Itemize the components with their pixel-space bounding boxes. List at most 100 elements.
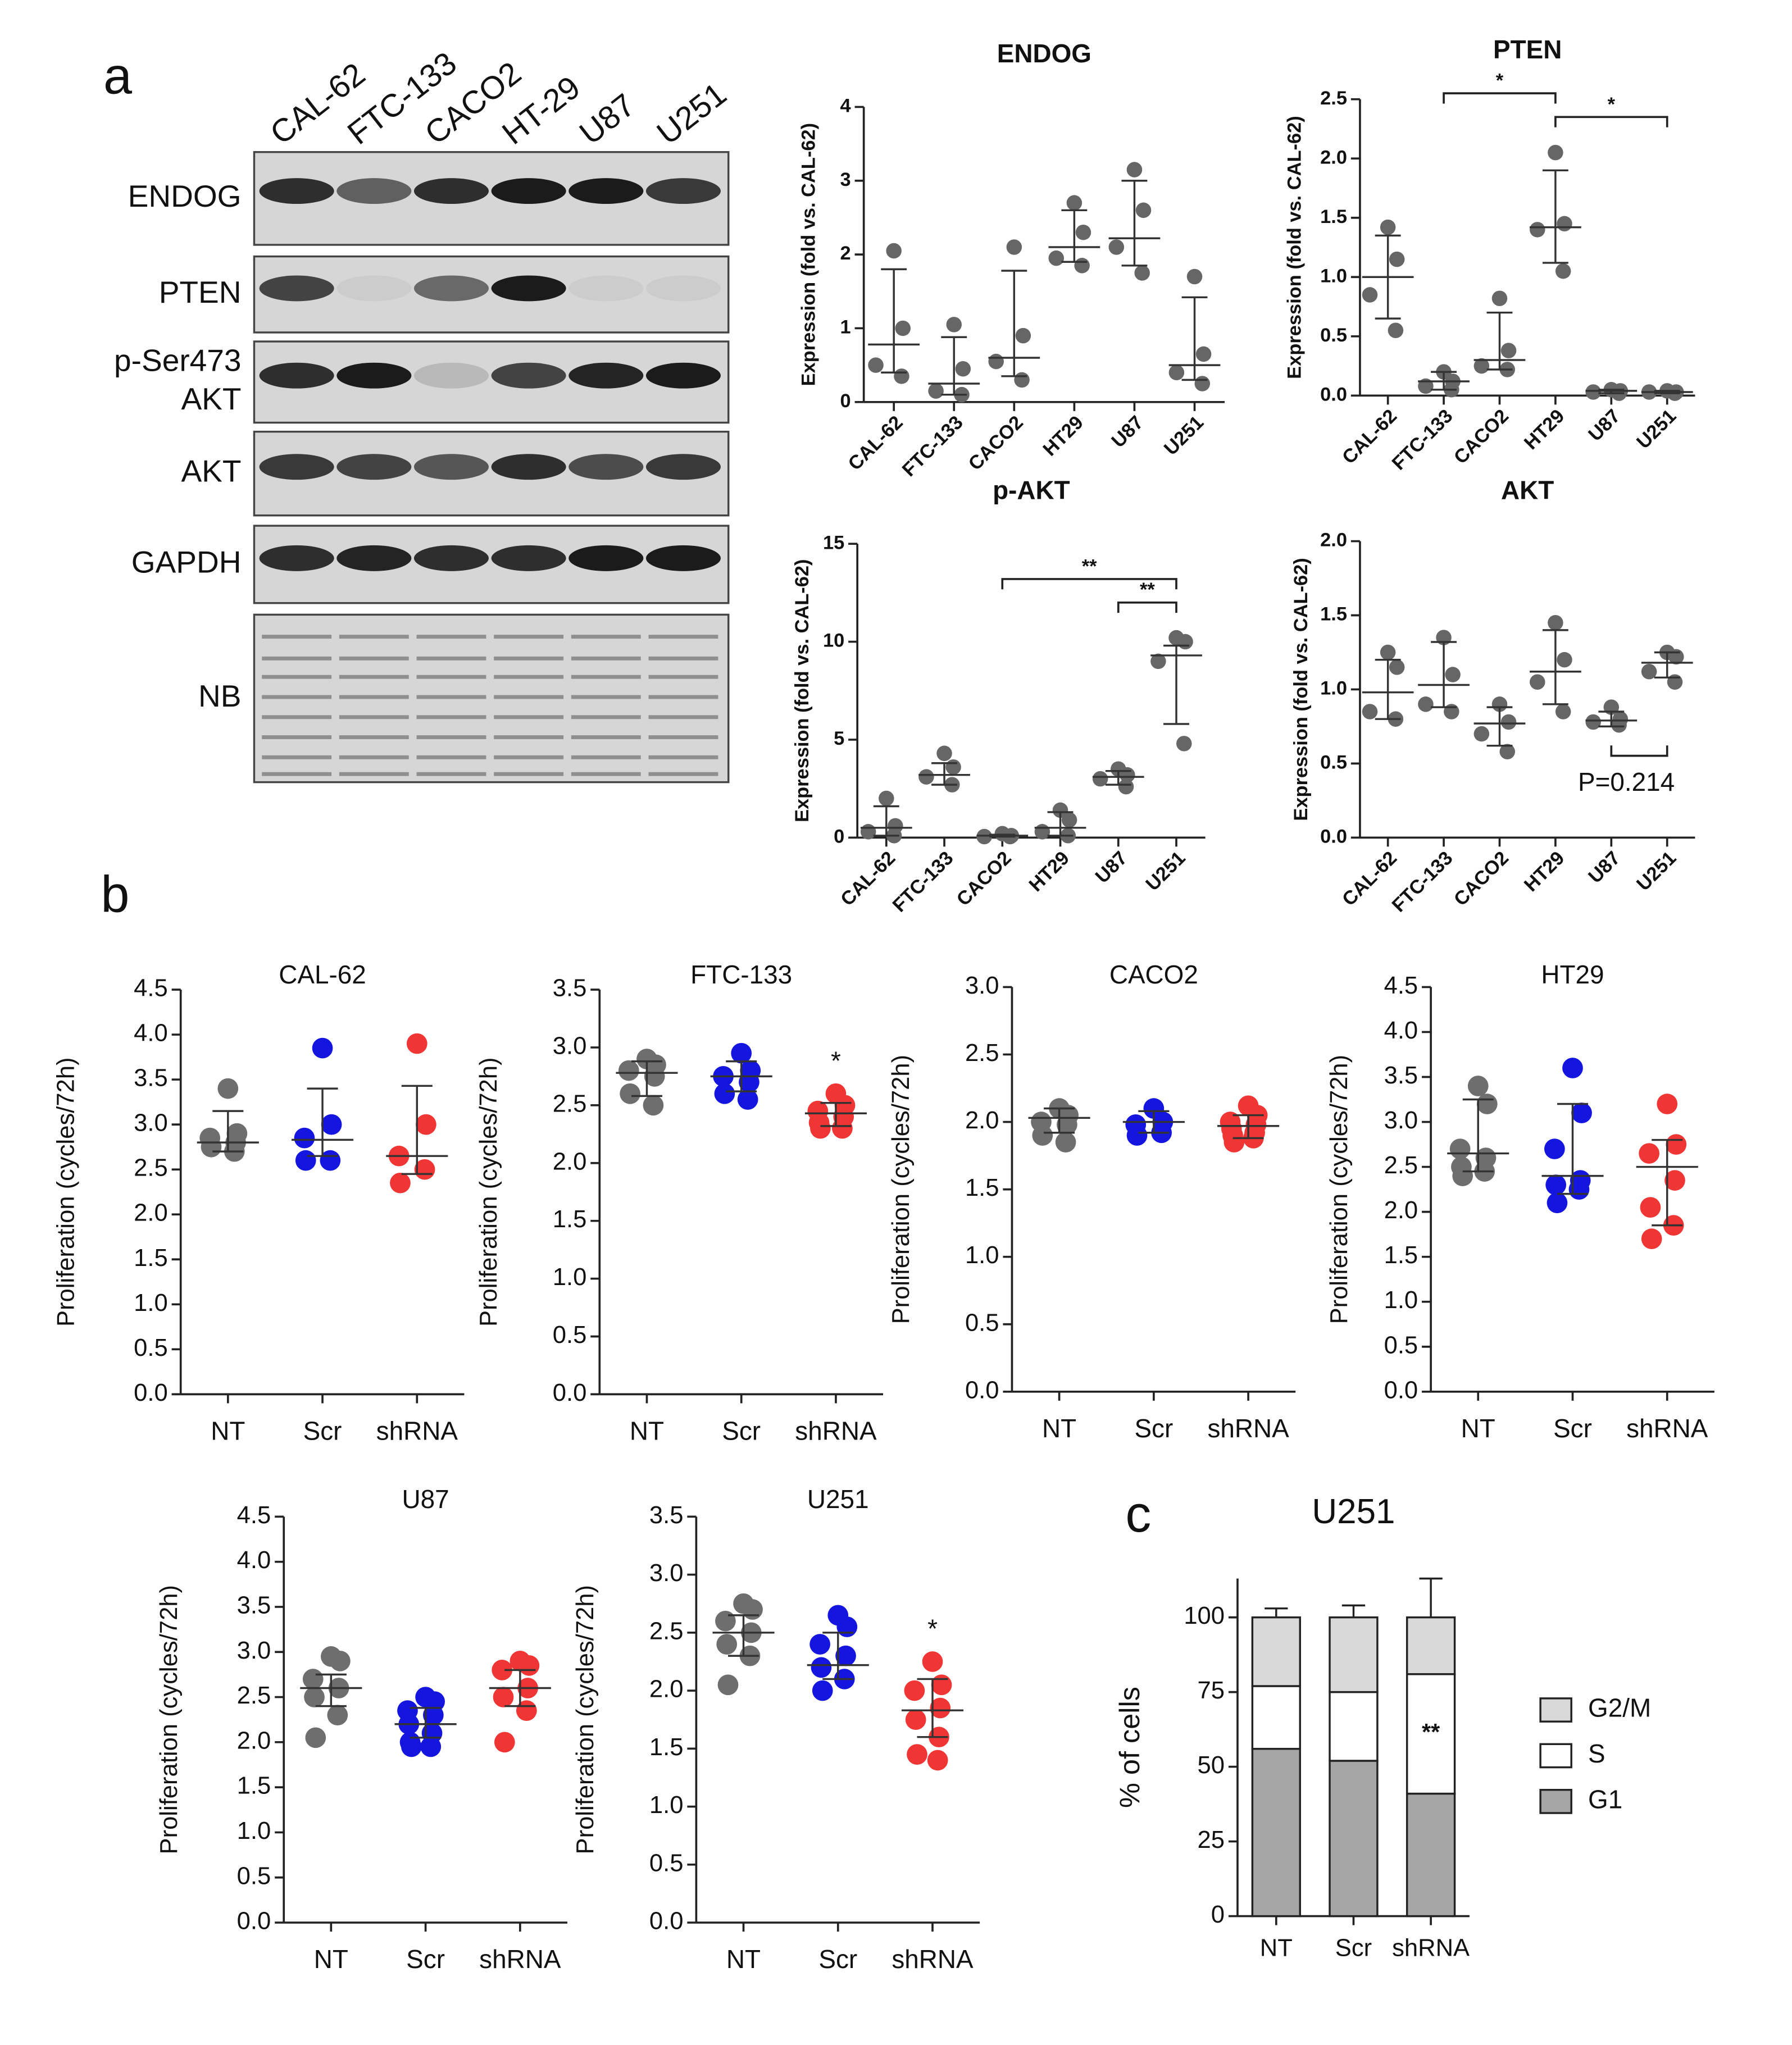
band [568,275,644,302]
x-tick-label: shRNA [1207,1414,1289,1443]
legend-swatch [1539,1697,1572,1723]
data-point [1548,614,1563,631]
data-point [931,1674,952,1696]
y-tick-label: 2.5 [1384,1152,1418,1179]
whisker [1431,641,1457,708]
data-point [519,1655,540,1676]
band [571,695,641,699]
whisker [1557,1103,1589,1195]
band [339,656,409,661]
y-tick-label: 25 [1198,1827,1225,1853]
y-tick-label: 0 [1211,1901,1225,1928]
y-tick-label: 2.0 [965,1107,999,1134]
band [262,675,332,679]
error-bar [1419,1577,1443,1618]
band [494,715,564,719]
y-tick-label: 0 [840,390,851,412]
y-tick-label: 0.0 [134,1379,168,1406]
data-point [886,243,902,259]
band [571,656,641,661]
bracket [1443,92,1557,104]
whisker [1232,1114,1264,1140]
data-point [1639,1143,1659,1164]
whisker [1462,1098,1494,1173]
data-point [643,1095,664,1116]
whisker [1598,710,1625,728]
band [645,362,721,389]
significance: ** [1422,1719,1440,1745]
band [494,635,564,639]
y-tick-label: 0.0 [1320,384,1347,405]
data-point [737,1089,758,1110]
y-tick-label: 75 [1198,1677,1225,1704]
data-point [390,1172,411,1194]
data-point [1499,744,1516,760]
y-tick-label: 0.0 [1320,826,1347,847]
error-bar [1265,1607,1288,1618]
y-tick-label: 5 [834,728,844,749]
y-tick-label: 50 [1198,1752,1225,1779]
data-point [1177,634,1193,650]
band [336,545,412,571]
panel-label: a [103,47,133,104]
y-tick-label: 1.5 [1384,1242,1418,1269]
data-point [294,1127,315,1149]
y-tick-label: 0.5 [134,1335,168,1361]
band [648,755,718,759]
y-tick-label: 2.0 [1384,1197,1418,1224]
y-tick-label: 0.5 [237,1862,271,1889]
y-axis-label: Proliferation (cycles/72h) [156,1585,183,1855]
y-tick-label: 4.5 [1384,972,1418,999]
y-tick-label: 4.0 [237,1547,271,1574]
y-tick-label: 0.5 [649,1850,684,1877]
data-point [894,368,909,384]
whisker [1542,169,1568,264]
band [262,695,332,699]
band [416,695,486,699]
y-tick-label: 10 [823,630,844,652]
y-axis-label: Proliferation (cycles/72h) [475,1057,502,1327]
y-tick-label: 1.0 [553,1264,587,1291]
bracket-label: ** [1140,579,1155,600]
band [259,178,334,204]
y-tick-label: 1.0 [649,1792,684,1819]
x-tick-label: shRNA [795,1416,877,1445]
blot-panel [253,255,730,334]
y-tick-label: 2.0 [553,1148,587,1175]
y-tick-label: 4 [840,95,851,117]
y-tick-label: 15 [823,532,844,553]
whisker [726,1060,757,1092]
x-tick-label: Scr [406,1944,445,1974]
data-point [1418,696,1434,712]
data-point [976,828,992,845]
whisker [410,1707,442,1739]
y-tick-label: 1.0 [1320,265,1347,286]
legend-label: G1 [1588,1785,1622,1814]
whisker [1654,651,1680,679]
chart-title: HT29 [1541,960,1604,989]
x-tick-label: shRNA [1392,1935,1470,1962]
band [568,454,644,480]
band [494,772,564,776]
data-point [302,1669,324,1689]
data-point [1194,376,1211,391]
y-tick-label: 3.5 [553,975,587,1002]
y-tick-label: 2.0 [649,1676,684,1703]
y-tick-label: 2.5 [1320,88,1347,109]
significance: * [831,1046,841,1075]
x-tick-label: shRNA [1626,1414,1708,1443]
whisker [917,1678,948,1738]
data-point [420,1736,442,1757]
data-point [401,1736,422,1757]
data-point [1664,1170,1685,1191]
x-tick-label: NT [314,1944,348,1974]
band [416,735,486,739]
chart-title: PTEN [1493,35,1562,64]
band [648,695,718,699]
y-tick-label: 2.5 [134,1155,168,1182]
data-point [1657,1094,1678,1114]
x-tick-label: shRNA [892,1944,974,1974]
data-point [1362,704,1378,719]
data-point [305,1727,326,1748]
